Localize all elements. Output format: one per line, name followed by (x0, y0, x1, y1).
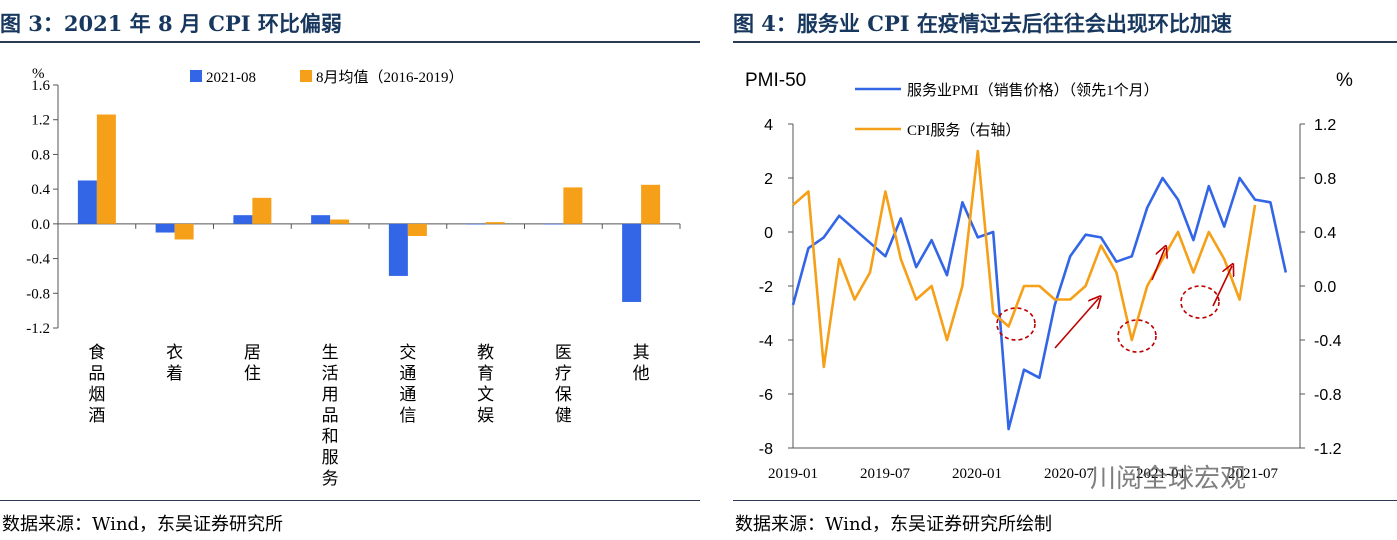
bar-2021-08 (466, 223, 486, 225)
y-axis-unit: % (32, 66, 45, 82)
legend-label-cpi-service: CPI服务（右轴） (907, 122, 1020, 139)
left-y-tick-label: -6 (759, 387, 773, 404)
bar-august-average (641, 184, 661, 224)
bar-august-average (174, 223, 194, 240)
category-label: 居住 (244, 343, 261, 384)
y-tick-label: -0.4 (26, 252, 50, 268)
left-y-tick-label: -8 (759, 441, 773, 458)
bar-august-average (330, 219, 350, 224)
bar-chart: %1.6 1.2 0.8 0.4 0.0 -0.4 -0.8 -1.2 食品烟酒 衣着 居住 生活用品… (26, 66, 681, 489)
dashed-circle-annotation (996, 307, 1036, 341)
right-y-tick-label: -0.4 (1314, 333, 1342, 350)
bar-2021-08 (544, 223, 564, 225)
right-y-tick-label: 1.2 (1314, 117, 1336, 134)
y-tick-label: 0.8 (31, 147, 50, 163)
figure-4-panel: 图 4：服务业 CPI 在疫情过去后往往会出现环比加速 PMI-50% 4 2 0 -2… (733, 0, 1397, 540)
bar-august-average (563, 187, 583, 224)
bar-2021-08 (77, 180, 97, 224)
wechat-watermark: 川阅全球宏观 (1090, 464, 1247, 494)
series-line-service-pmi (791, 176, 1288, 431)
series-line-cpi-service (792, 149, 1257, 369)
right-y-tick-label: 0.8 (1314, 171, 1336, 188)
y-tick-label: 1.2 (31, 113, 50, 129)
source-rule (0, 500, 700, 501)
bar-2021-08 (622, 223, 642, 302)
legend-label-2021-08: 2021-08 (206, 70, 256, 86)
dashed-circle-annotation (1117, 319, 1157, 353)
bar-2021-08 (155, 223, 175, 233)
trend-arrow-annotation (1212, 266, 1232, 307)
category-label: 生活用品和服务 (322, 343, 339, 489)
line-chart: PMI-50 % 4 2 0 -2 -4 -6 -8 1.2 0.8 0.4 0.0 -0.4 -0.8 -1… (745, 70, 1353, 482)
figure-4-title: 图 4：服务业 CPI 在疫情过去后往往会出现环比加速 (733, 11, 1232, 36)
right-y-tick-label: 0.4 (1314, 225, 1336, 242)
legend-label-service-pmi: 服务业PMI（销售价格）（领先1个月） (907, 82, 1159, 99)
x-tick-label: 2020-01 (952, 466, 1002, 482)
bar-2021-08 (311, 215, 331, 224)
left-y-tick-label: -2 (759, 279, 773, 296)
y-tick-label: -1.2 (26, 321, 50, 337)
title-rule (0, 41, 700, 43)
left-y-tick-label: 2 (764, 171, 773, 188)
left-axis-title: PMI-50 (745, 70, 806, 91)
bar-august-average (96, 114, 116, 224)
bar-august-average (485, 222, 505, 224)
category-label: 衣着 (166, 343, 183, 384)
category-label: 教育文娱 (477, 343, 494, 426)
x-tick-label: 2019-01 (768, 466, 818, 482)
left-y-tick-label: -4 (759, 333, 773, 350)
right-axis-title: % (1336, 70, 1353, 91)
legend-swatch-august-average (300, 70, 312, 82)
y-tick-label: -0.8 (26, 286, 50, 302)
left-y-tick-label: 4 (764, 117, 773, 134)
y-tick-label: 0.0 (31, 217, 50, 233)
category-label: 其他 (633, 343, 650, 384)
trend-arrow-annotation (1054, 298, 1099, 349)
x-tick-label: 2021-07 (1228, 466, 1278, 482)
y-tick-label: 1.6 (31, 78, 50, 94)
bar-2021-08 (388, 223, 408, 276)
category-label: 食品烟酒 (88, 343, 105, 426)
category-label: 交通通信 (399, 343, 416, 426)
figure-3-title: 图 3：2021 年 8 月 CPI 环比偏弱 (0, 11, 342, 36)
right-y-tick-label: -0.8 (1314, 387, 1342, 404)
bar-august-average (252, 197, 272, 224)
x-tick-label: 2019-07 (860, 466, 910, 482)
bar-august-average (407, 223, 427, 237)
left-y-tick-label: 0 (764, 225, 773, 242)
y-tick-label: 0.4 (31, 182, 50, 198)
legend-swatch-2021-08 (190, 70, 202, 82)
title-rule (733, 41, 1397, 43)
figure-3-panel: 图 3：2021 年 8 月 CPI 环比偏弱 % 1.6 1.2 0.8 0.4 0.0… (0, 11, 700, 535)
x-tick-label: 2020-07 (1044, 466, 1094, 482)
figure-3-source: 数据来源：Wind，东吴证券研究所 (2, 514, 284, 535)
right-y-tick-label: -1.2 (1314, 441, 1342, 458)
dashed-circle-annotation (1180, 285, 1220, 319)
x-tick-label: 2021-01 (1136, 466, 1186, 482)
category-label: 医疗保健 (555, 343, 572, 426)
source-rule (733, 500, 1397, 501)
legend-label-august-average: 8月均值（2016-2019） (316, 69, 464, 86)
figure-4-source: 数据来源：Wind，东吴证券研究所绘制 (735, 514, 1053, 535)
trend-arrow-annotation (1151, 248, 1165, 281)
right-y-tick-label: 0.0 (1314, 279, 1336, 296)
bar-2021-08 (233, 215, 253, 224)
